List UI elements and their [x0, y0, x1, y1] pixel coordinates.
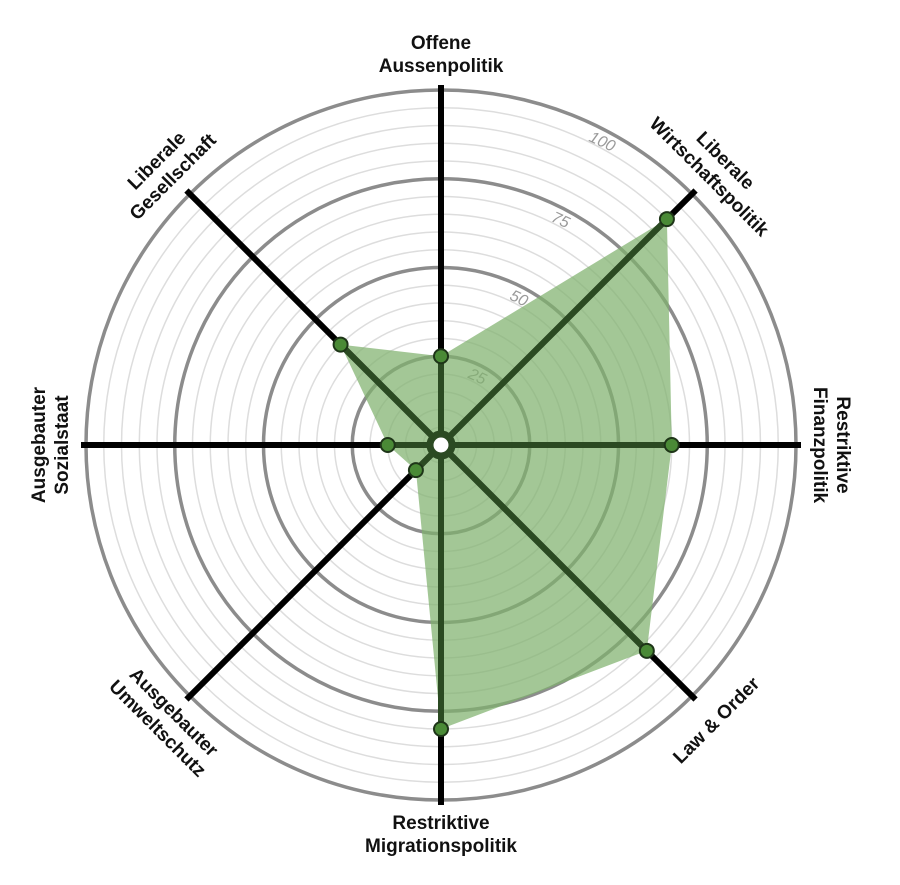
axis-label-line: Offene — [411, 33, 471, 54]
axis-label-line: Sozialstaat — [52, 395, 73, 495]
data-point — [379, 437, 396, 453]
data-point — [638, 642, 655, 659]
value-spoke — [338, 342, 444, 448]
center-hub — [426, 430, 456, 460]
tick-label: 50 — [507, 287, 530, 310]
tick-label: 75 — [549, 209, 572, 232]
axis-line — [184, 442, 444, 702]
data-point — [433, 348, 449, 365]
axis-label-line: Aussenpolitik — [379, 56, 504, 77]
polygon-layer — [340, 219, 672, 729]
axis-label-line: Ausgebauter — [29, 386, 50, 503]
value-spoke — [438, 216, 670, 448]
center-layer — [426, 430, 456, 460]
axis-label-line: Restriktive — [392, 813, 489, 834]
data-point — [663, 437, 680, 453]
data-point — [332, 336, 349, 353]
data-point — [407, 462, 424, 479]
axis-label-line: Finanzpolitik — [809, 387, 830, 504]
axis-label: Ausgebauter Sozialstaat — [29, 386, 73, 503]
value-spoke — [438, 442, 649, 653]
axis-label-line: Restriktive — [832, 396, 853, 493]
data-point — [658, 211, 675, 228]
axis-label-line: Migrationspolitik — [365, 836, 517, 857]
value-polygon — [340, 219, 672, 729]
data-points — [332, 211, 680, 737]
value-spokes — [338, 216, 672, 729]
data-point — [433, 721, 449, 737]
